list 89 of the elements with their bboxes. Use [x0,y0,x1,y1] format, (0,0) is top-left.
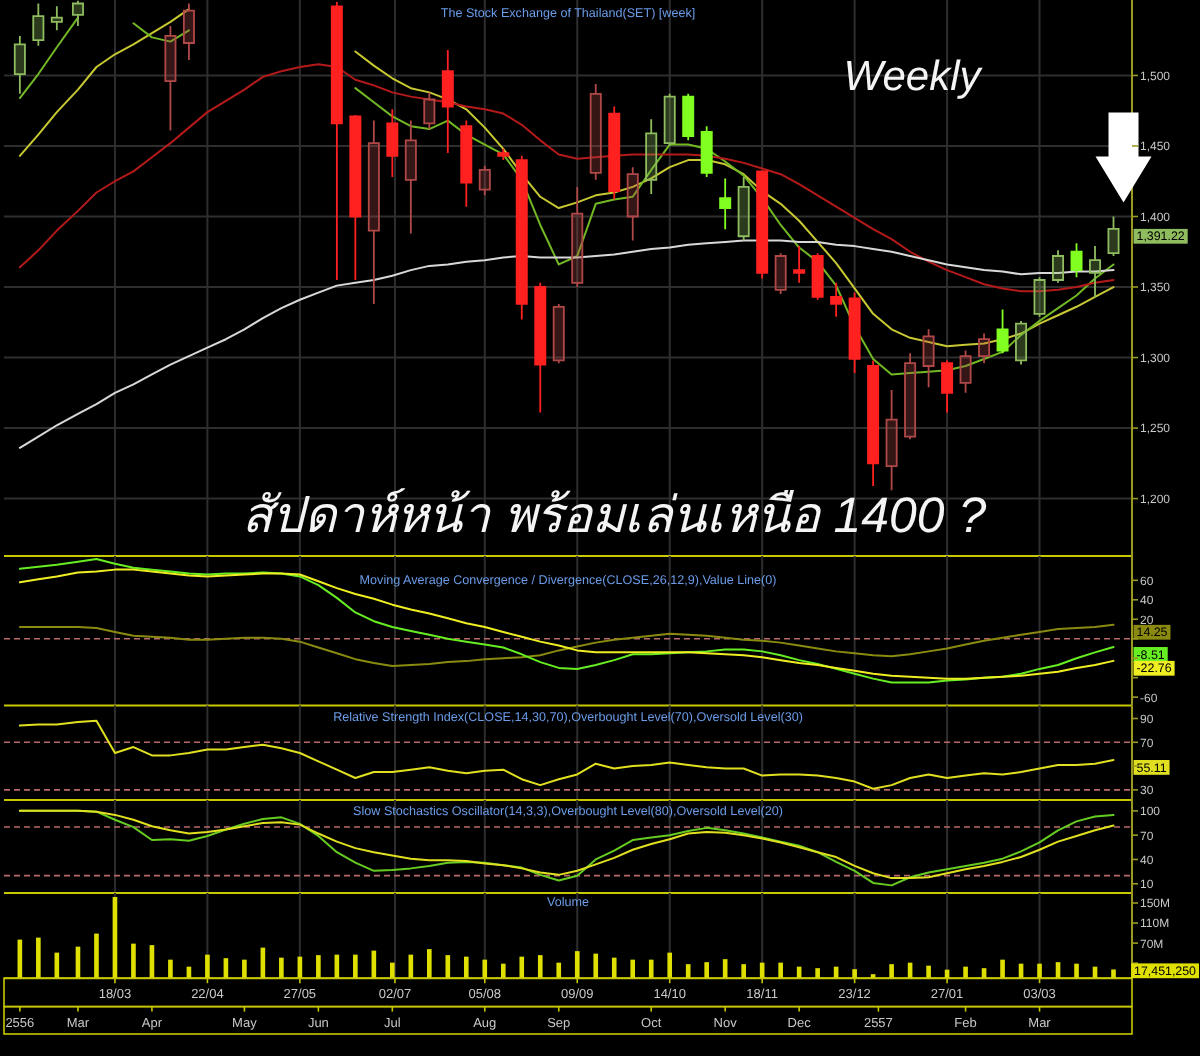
candlestick [1033,276,1046,318]
candlestick [349,114,362,281]
bar [648,959,654,979]
bar [889,964,894,979]
bar [611,957,617,979]
candlestick [32,2,45,47]
candlestick [330,1,343,281]
bar [427,949,432,979]
bar [519,956,525,979]
candlestick [904,352,917,441]
bar [741,964,746,979]
bar [94,933,99,979]
bar [168,959,173,979]
bar [1000,959,1005,979]
bar [242,959,247,979]
annotation: สัปดาห์หน้า พร้อมเล่นเหนือ 1400 ? [241,488,987,544]
candlestick [164,25,177,132]
bar [353,954,358,979]
candlestick [497,147,510,161]
candlestick [867,359,880,487]
candlestick [1089,245,1102,298]
candlestick [534,281,547,414]
candlestick [719,177,732,231]
bar [556,962,562,979]
candlestick [737,176,750,242]
bar [482,959,488,979]
bar [593,953,599,979]
candlestick [959,349,972,394]
candlestick [552,303,565,365]
line-series [18,239,1115,449]
bar [390,962,395,979]
bar [574,951,580,979]
bar [537,955,543,979]
candlestick [811,252,824,301]
candlestick [922,328,935,389]
candlestick [515,154,528,321]
candlestick [682,92,695,142]
candlestick [367,119,380,305]
bar [704,962,709,979]
candlestick [423,91,436,130]
candlestick [996,308,1009,355]
candlestick [50,5,63,32]
candlestick [13,35,26,95]
bar [963,966,968,979]
candlestick [608,105,621,201]
candlestick [885,389,898,492]
candlestick [663,92,676,147]
candlestick [478,164,491,197]
candlestick [182,2,195,61]
candlestick [441,49,454,154]
candlestick [1052,249,1065,284]
bar [815,968,820,979]
candlestick [830,281,843,318]
candlestick [1070,242,1083,279]
line-series [18,63,1115,293]
bar [1037,963,1042,979]
candlestick [589,83,602,181]
candlestick [460,119,473,208]
candlestick [404,119,417,235]
annotation: Weekly [843,54,984,100]
bar [667,952,673,979]
candlestick [774,252,787,295]
candlestick [1015,319,1028,366]
candlestick [626,166,639,242]
candlestick [571,185,584,288]
candlestick [793,245,806,284]
bar [36,937,41,979]
candlestick [756,170,769,280]
candlestick [386,108,399,178]
bar [685,964,691,979]
candlestick [700,125,713,178]
candlestick [978,332,991,365]
bar [205,954,210,979]
candlestick [1107,215,1120,257]
candlestick [941,359,954,414]
bar [445,955,451,979]
candlestick [848,291,861,374]
line-series [18,623,1115,667]
bar [279,957,284,979]
bar [463,956,469,979]
candlestick [71,0,84,27]
candlestick [645,118,658,195]
bar [1074,963,1079,979]
bar [500,963,506,979]
bar [926,965,931,979]
bar [131,943,136,979]
bar [630,959,636,979]
bar [778,962,783,979]
bar [316,955,321,979]
